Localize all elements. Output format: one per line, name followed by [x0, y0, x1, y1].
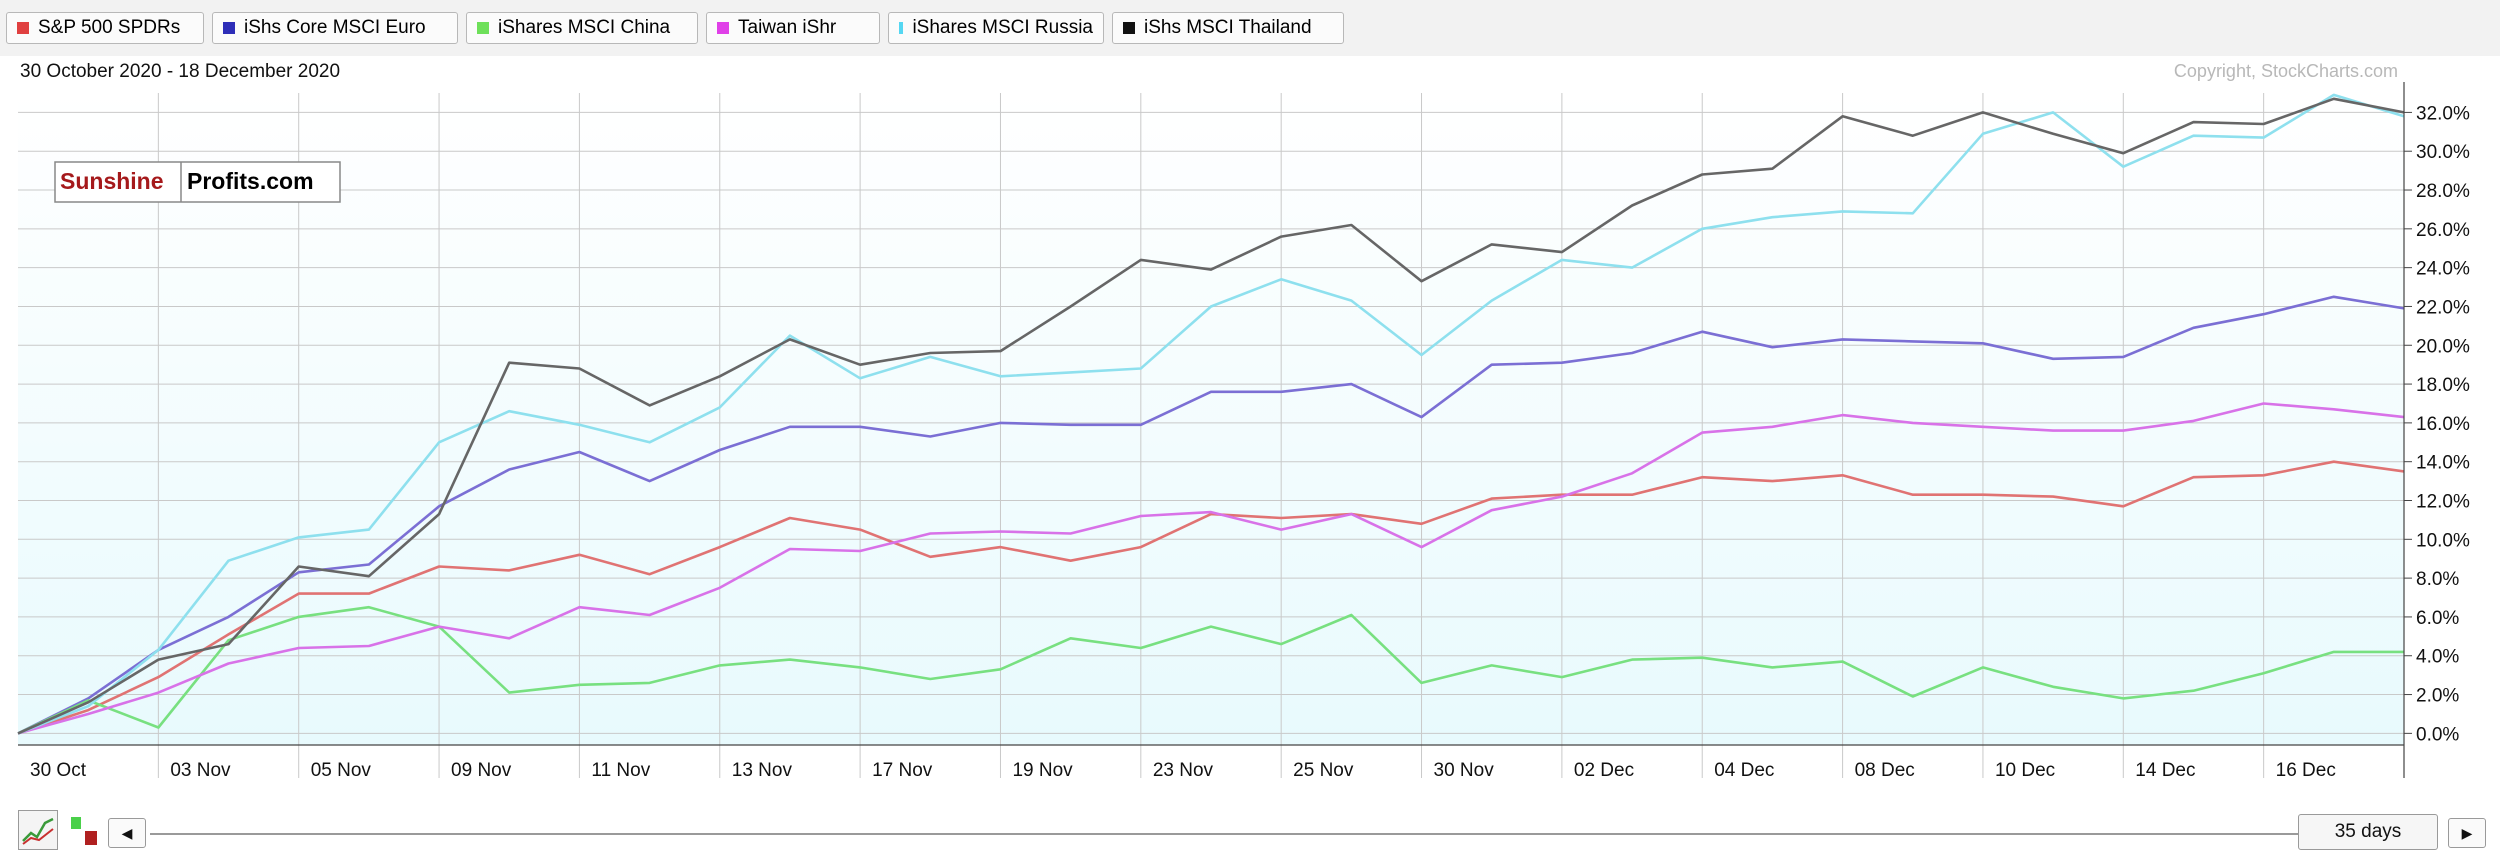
x-tick-label: 30 Oct — [30, 760, 87, 781]
legend-bar: S&P 500 SPDRs iShs Core MSCI Euro iShare… — [0, 0, 2500, 57]
y-tick-label: 12.0% — [2416, 492, 2470, 513]
y-tick-label: 4.0% — [2416, 647, 2459, 668]
legend-item-russia[interactable]: iShares MSCI Russia — [888, 12, 1104, 44]
chart-controls: ◀ 35 days ▶ — [0, 800, 2500, 859]
y-tick-label: 24.0% — [2416, 259, 2470, 280]
legend-label: iShs MSCI Thailand — [1144, 17, 1312, 38]
x-tick-label: 02 Dec — [1574, 760, 1634, 781]
x-axis-ticks: 30 Oct 03 Nov 05 Nov 09 Nov 11 Nov 13 Nov 17 N… — [30, 760, 2336, 781]
y-tick-label: 16.0% — [2416, 414, 2470, 435]
y-tick-label: 14.0% — [2416, 453, 2470, 474]
series-line-2 — [17, 295, 2405, 735]
legend-swatch — [477, 22, 489, 34]
scroll-right-button[interactable]: ▶ — [2448, 818, 2486, 848]
y-tick-label: 6.0% — [2416, 608, 2459, 629]
x-tick-label: 13 Nov — [732, 760, 793, 781]
series-line-4 — [17, 402, 2405, 735]
legend-item-china[interactable]: iShares MSCI China — [466, 12, 698, 44]
y-tick-label: 28.0% — [2416, 181, 2470, 202]
x-tick-label: 08 Dec — [1855, 760, 1915, 781]
x-tick-label: 09 Nov — [451, 760, 512, 781]
y-tick-label: 22.0% — [2416, 297, 2470, 318]
x-tick-label: 23 Nov — [1153, 760, 1214, 781]
x-tick-label: 16 Dec — [2276, 760, 2336, 781]
y-axis-ticks: 0.0% 2.0% 4.0% 6.0% 8.0% 10.0% 12.0% 14.0% 16.0%… — [2404, 103, 2470, 745]
plot-area — [18, 93, 2404, 745]
date-range-label: 30 October 2020 - 18 December 2020 — [20, 61, 340, 82]
y-tick-label: 30.0% — [2416, 142, 2470, 163]
x-tick-label: 05 Nov — [311, 760, 372, 781]
legend-label: S&P 500 SPDRs — [38, 17, 181, 38]
period-selector[interactable]: 35 days — [2298, 814, 2438, 850]
x-tick-label: 03 Nov — [170, 760, 231, 781]
arrow-right-icon: ▶ — [2461, 824, 2473, 841]
legend-item-sp500[interactable]: S&P 500 SPDRs — [6, 12, 204, 44]
x-tick-label: 30 Nov — [1434, 760, 1495, 781]
x-tick-label: 19 Nov — [1012, 760, 1073, 781]
legend-label: Taiwan iShr — [738, 17, 837, 38]
series-line-3 — [17, 605, 2404, 735]
y-tick-label: 2.0% — [2416, 686, 2459, 707]
arrow-left-icon: ◀ — [121, 824, 133, 841]
y-tick-label: 32.0% — [2416, 103, 2470, 124]
y-tick-label: 18.0% — [2416, 375, 2470, 396]
period-label: 35 days — [2334, 821, 2402, 842]
y-tick-label: 26.0% — [2416, 220, 2470, 241]
legend-swatch — [223, 22, 235, 34]
series-line-1 — [17, 460, 2405, 735]
series-line-5 — [17, 93, 2405, 735]
legend-swatch — [899, 22, 904, 34]
legend-item-thailand[interactable]: iShs MSCI Thailand — [1112, 12, 1344, 44]
copyright-label: Copyright, StockCharts.com — [2174, 61, 2398, 81]
sunshine-profits-logo: Sunshine Profits.com — [54, 161, 341, 203]
legend-item-euro[interactable]: iShs Core MSCI Euro — [212, 12, 458, 44]
y-tick-label: 8.0% — [2416, 569, 2459, 590]
x-tick-label: 25 Nov — [1293, 760, 1354, 781]
legend-label: iShares MSCI Russia — [912, 17, 1093, 38]
legend-item-taiwan[interactable]: Taiwan iShr — [706, 12, 880, 44]
x-tick-label: 04 Dec — [1714, 760, 1774, 781]
logo-text-sunshine: Sunshine — [60, 168, 164, 194]
x-tick-label: 17 Nov — [872, 760, 933, 781]
bar-chart-icon[interactable] — [64, 810, 104, 850]
line-chart-icon[interactable] — [18, 810, 58, 850]
grid — [18, 93, 2404, 778]
legend-label: iShs Core MSCI Euro — [244, 17, 426, 38]
x-tick-label: 10 Dec — [1995, 760, 2055, 781]
series-lines — [17, 93, 2405, 735]
legend-swatch — [17, 22, 29, 34]
x-tick-label: 11 Nov — [591, 760, 650, 781]
y-tick-label: 0.0% — [2416, 724, 2459, 745]
x-tick-label: 14 Dec — [2135, 760, 2195, 781]
time-scrollbar[interactable] — [150, 833, 2300, 835]
legend-swatch — [717, 22, 729, 34]
y-tick-label: 20.0% — [2416, 336, 2470, 357]
legend-label: iShares MSCI China — [498, 17, 671, 38]
series-line-6 — [17, 97, 2405, 735]
y-tick-label: 10.0% — [2416, 530, 2470, 551]
price-performance-chart: 0.0% 2.0% 4.0% 6.0% 8.0% 10.0% 12.0% 14.0% 16.0%… — [0, 56, 2500, 800]
scroll-left-button[interactable]: ◀ — [108, 818, 146, 848]
logo-text-profits: Profits.com — [187, 168, 314, 194]
legend-swatch — [1123, 22, 1135, 34]
